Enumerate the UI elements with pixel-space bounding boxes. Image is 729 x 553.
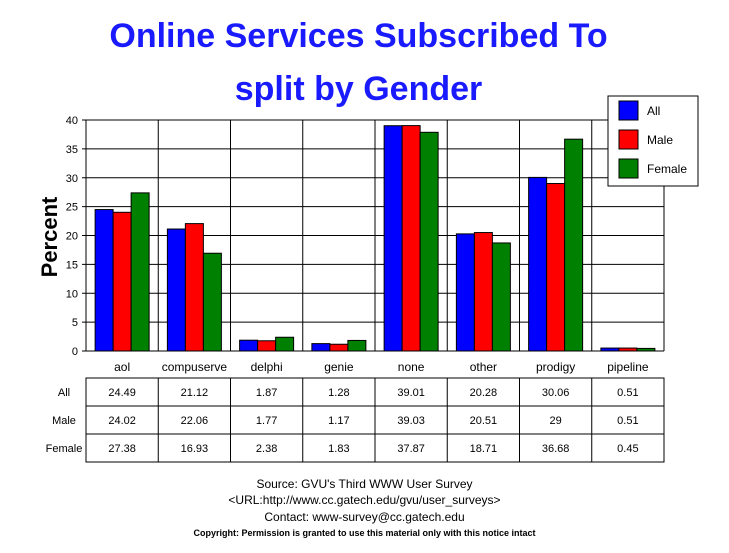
legend-label: Female (647, 162, 687, 176)
table-cell: 39.03 (397, 415, 425, 427)
bar (455, 233, 475, 352)
y-tick-label: 25 (66, 202, 78, 214)
y-axis-label: Percent (37, 196, 62, 277)
table-cell: 16.93 (181, 443, 209, 455)
legend-label: Male (647, 133, 673, 147)
table-row-label: All (58, 387, 70, 399)
table-cell: 1.77 (256, 415, 277, 427)
x-tick-label: delphi (251, 360, 283, 374)
table-cell: 0.51 (617, 387, 638, 399)
bar (564, 138, 584, 352)
bar (202, 252, 222, 352)
bar (112, 211, 132, 352)
bar (491, 242, 511, 352)
bar (600, 347, 620, 352)
chart-subtitle: split by Gender (234, 70, 483, 108)
table-cell: 30.06 (542, 387, 570, 399)
x-tick-label: prodigy (536, 360, 575, 374)
table-cell: 22.06 (181, 415, 209, 427)
contact-line: Contact: www-survey@cc.gatech.edu (264, 510, 465, 524)
table-cell: 36.68 (542, 443, 570, 455)
bar (166, 228, 186, 352)
bar (184, 223, 204, 352)
bar (383, 125, 403, 352)
table-cell: 37.87 (397, 443, 425, 455)
y-tick-label: 0 (72, 346, 78, 358)
x-tick-label: pipeline (607, 360, 649, 374)
bar (528, 176, 548, 352)
bar (130, 192, 150, 352)
table-cell: 1.17 (328, 415, 349, 427)
source-url: <URL:http://www.cc.gatech.edu/gvu/user_s… (228, 493, 501, 507)
bar (311, 343, 331, 352)
y-tick-label: 5 (72, 317, 78, 329)
table-cell: 21.12 (181, 387, 209, 399)
table-cell: 20.28 (470, 387, 498, 399)
table-cell: 20.51 (470, 415, 498, 427)
data-table: All 24.49 21.12 1.87 1.28 39.01 20.28 30.06 0.51… (46, 377, 665, 463)
x-tick-label: none (398, 360, 425, 374)
legend-label: All (647, 104, 660, 118)
x-tick-label: compuserve (162, 360, 228, 374)
x-tick-label: genie (324, 360, 354, 374)
y-tick-label: 30 (66, 173, 78, 185)
table-cell: 0.45 (617, 443, 638, 455)
table-cell: 27.38 (108, 443, 136, 455)
bar (546, 183, 566, 352)
table-cell: 1.28 (328, 387, 349, 399)
bar (347, 339, 367, 352)
copyright-line: Copyright: Permission is granted to use … (193, 528, 536, 538)
table-cell: 1.87 (256, 387, 277, 399)
y-tick-label: 20 (66, 231, 78, 243)
table-cell: 18.71 (470, 443, 498, 455)
source-line: Source: GVU's Third WWW User Survey (256, 477, 473, 491)
bar (401, 125, 421, 352)
bar (239, 339, 259, 352)
axis-layer: 0 5 10 15 20 25 30 35 40 aol compuserve delphi genie… (66, 115, 649, 374)
table-cell: 39.01 (397, 387, 425, 399)
bar (329, 343, 349, 352)
x-tick-label: aol (114, 360, 130, 374)
bars-layer (94, 125, 656, 352)
table-row-label: Female (46, 443, 83, 455)
bar (473, 232, 493, 352)
legend-swatch (618, 158, 639, 179)
chart-title: Online Services Subscribed To (109, 17, 608, 55)
table-cell: 24.49 (108, 387, 136, 399)
x-tick-label: other (470, 360, 497, 374)
y-tick-label: 35 (66, 144, 78, 156)
bar (257, 340, 277, 352)
legend-swatch (618, 129, 639, 150)
bar (419, 131, 439, 352)
y-tick-label: 15 (66, 259, 78, 271)
table-cell: 1.83 (328, 443, 349, 455)
table-row-label: Male (52, 415, 76, 427)
y-tick-label: 40 (66, 115, 78, 127)
bar (275, 336, 295, 352)
table-cell: 0.51 (617, 415, 638, 427)
table-cell: 24.02 (108, 415, 136, 427)
legend: All Male Female (607, 95, 699, 187)
bar (618, 347, 638, 352)
y-tick-label: 10 (66, 288, 78, 300)
legend-swatch (618, 100, 639, 121)
bar (94, 209, 114, 352)
table-cell: 29 (550, 415, 562, 427)
table-cell: 2.38 (256, 443, 277, 455)
bar (636, 347, 656, 352)
